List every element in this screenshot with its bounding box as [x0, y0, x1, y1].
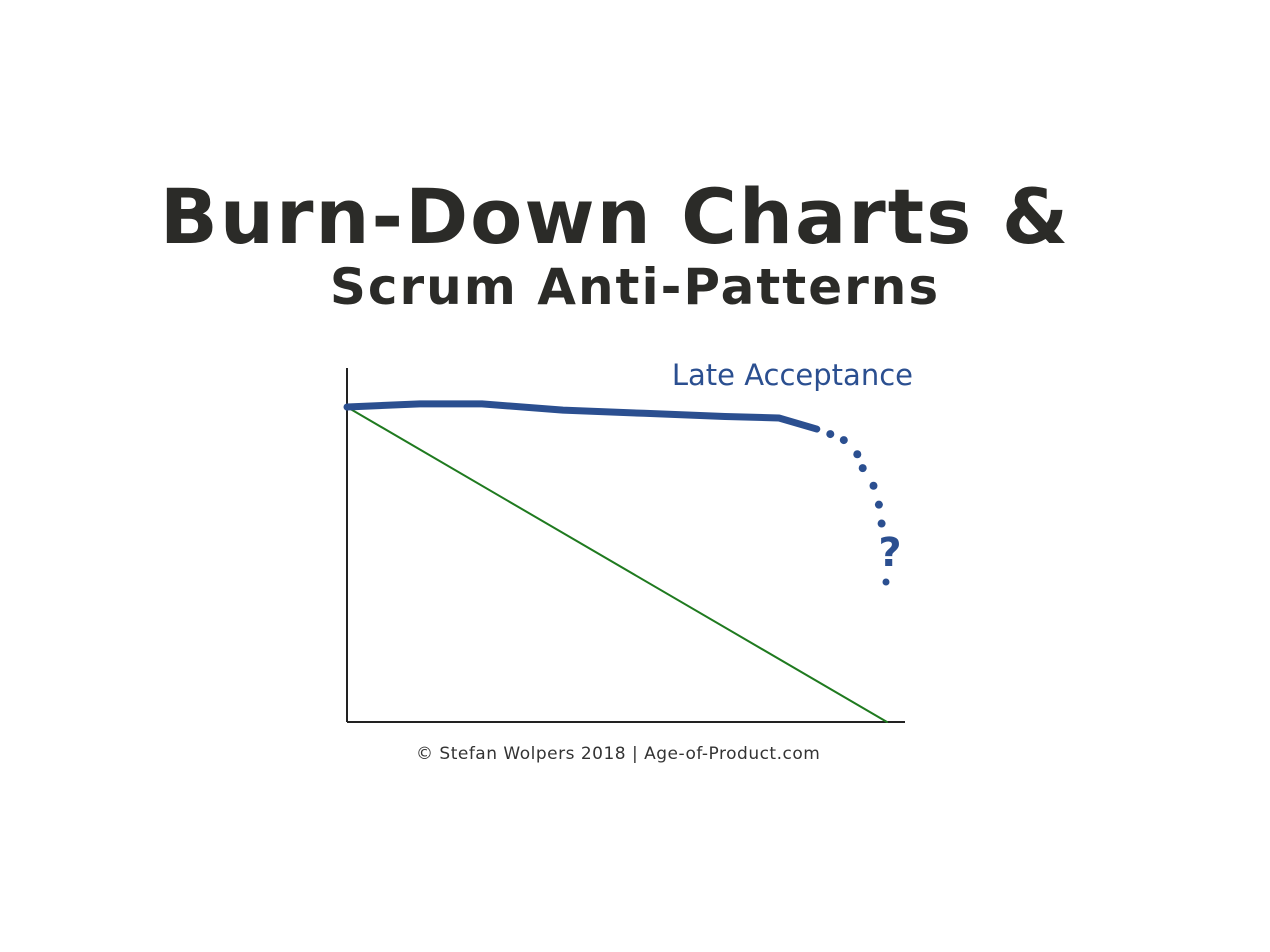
question-mark: ?: [878, 530, 901, 576]
title-line-2: Scrum Anti-Patterns: [329, 258, 941, 316]
projection-dot: [874, 500, 883, 509]
ideal-line: [346, 406, 888, 723]
annotation-late-acceptance: Late Acceptance: [672, 358, 913, 392]
projection-dot: [826, 430, 835, 439]
projection-dot: [839, 436, 848, 445]
projection-dot: [869, 481, 878, 490]
question-mark-dot: [882, 578, 890, 586]
copyright-credit: © Stefan Wolpers 2018 | Age-of-Product.c…: [416, 744, 821, 764]
projection-dot: [853, 450, 862, 459]
projection-dot: [858, 464, 867, 473]
projection-dot: [877, 519, 886, 528]
title-line-1: Burn-Down Charts &: [159, 172, 1071, 261]
actual-line: [343, 400, 821, 433]
